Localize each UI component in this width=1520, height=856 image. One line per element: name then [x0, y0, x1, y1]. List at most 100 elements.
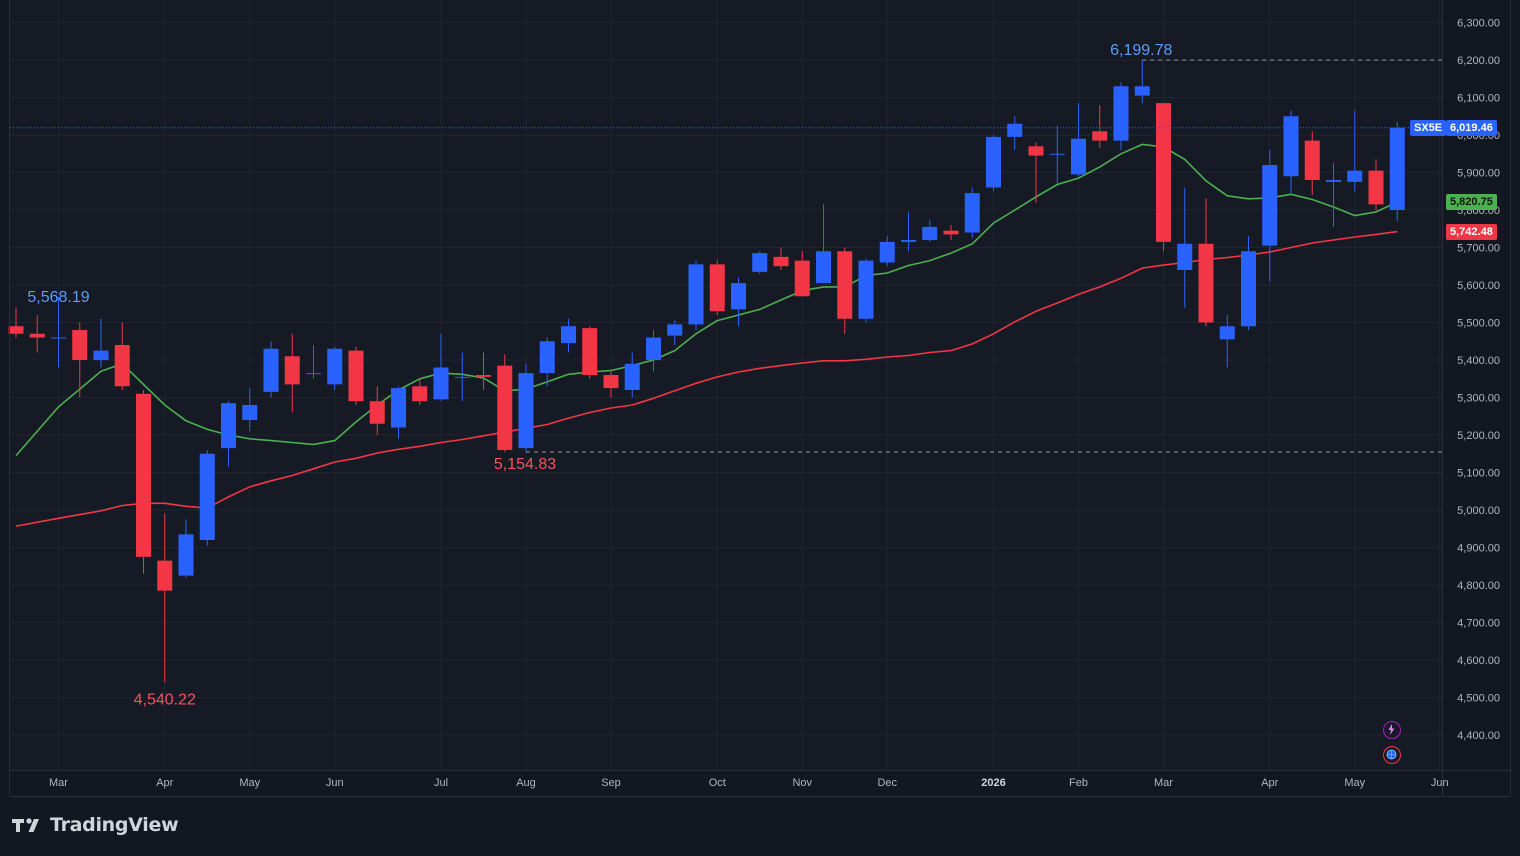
candle-body [624, 363, 640, 390]
candle-body [157, 560, 173, 591]
candle-body [794, 260, 810, 297]
candle [51, 296, 66, 368]
candle [518, 363, 534, 452]
price-axis[interactable]: 4,400.00 4,500.00 4,600.00 4,700.00 4,800.00… [9, 0, 1511, 796]
candle-body [51, 337, 66, 339]
candle [1156, 103, 1171, 252]
low-price-label: 4,540.22 [134, 691, 196, 708]
lightning-icon[interactable] [1383, 721, 1401, 739]
high-price-label: 6,199.78 [1110, 42, 1172, 59]
candle [603, 371, 619, 398]
candle [709, 260, 725, 315]
candle [412, 378, 428, 405]
time-axis[interactable]: Mar Apr May Jun Jul Aug Sep Oct Nov Dec 2026 Feb Mar… [10, 770, 1510, 790]
candle-body [348, 350, 364, 402]
candle [178, 519, 194, 578]
footer-bar [0, 796, 1520, 856]
candle-body [752, 253, 768, 272]
time-tick-label: Apr [1261, 777, 1278, 789]
candle [476, 352, 491, 390]
candle-body [582, 328, 598, 375]
candle [624, 352, 640, 398]
price-tick-label: 5,200.00 [1457, 430, 1500, 442]
candlestick-chart[interactable]: 6,199.78 4,540.22 5,568.19 5,154.83 4,400.0… [0, 0, 1520, 796]
tradingview-brand[interactable]: TradingView [12, 814, 179, 836]
candle [497, 354, 513, 452]
candle-body [1071, 138, 1086, 175]
time-tick-label: Jun [326, 777, 344, 789]
time-tick-label: Jul [434, 777, 448, 789]
candle-body [1219, 326, 1235, 340]
price-annotations: 6,199.78 4,540.22 5,568.19 5,154.83 [27, 42, 1172, 708]
candle [561, 318, 576, 353]
candle [1028, 142, 1044, 203]
candle [1326, 163, 1341, 227]
candle-body [1113, 86, 1129, 141]
candle [667, 320, 683, 345]
candle [858, 258, 874, 323]
symbol-ticker-badge: SX5E [1410, 119, 1447, 136]
candle-body [773, 256, 789, 267]
candle [1049, 125, 1065, 184]
candle-body [731, 283, 746, 310]
candle [72, 322, 88, 398]
candle-body [1134, 86, 1150, 96]
candle [646, 330, 661, 372]
candle-body [667, 324, 683, 336]
chart-plot-area[interactable] [10, 0, 1442, 770]
candle-body [178, 534, 194, 576]
candle-body [412, 386, 428, 402]
candle-body [1283, 116, 1299, 177]
candle-body [284, 356, 300, 385]
candle-body [114, 345, 130, 387]
time-tick-label: Aug [516, 777, 536, 789]
candle [794, 251, 810, 297]
candle [8, 307, 24, 338]
candle [731, 277, 746, 327]
candle [114, 322, 130, 390]
candle [306, 345, 321, 379]
candle-body [561, 326, 576, 344]
price-tick-label: 6,100.00 [1457, 93, 1500, 105]
globe-icon[interactable] [1383, 746, 1401, 764]
candles [8, 60, 1405, 683]
candle-body [1347, 170, 1363, 182]
candle-body [263, 348, 279, 392]
moving-averages [15, 143, 1398, 527]
candle-body [1049, 153, 1065, 155]
candle [221, 401, 236, 467]
candle [1241, 236, 1256, 330]
candle [1071, 103, 1086, 177]
time-tick-label: Apr [156, 777, 173, 789]
prev-high-price-label: 5,568.19 [27, 289, 89, 306]
price-tick-label: 4,600.00 [1457, 655, 1500, 667]
price-tick-label: 6,200.00 [1457, 55, 1500, 67]
candle-body [709, 264, 725, 312]
time-tick-label: May [239, 777, 260, 789]
pivot-low-price-label: 5,154.83 [494, 456, 556, 473]
candle-body [93, 350, 109, 360]
candle [199, 450, 215, 546]
grid-lines [10, 0, 1442, 770]
candle [837, 247, 853, 334]
price-tick-label: 4,800.00 [1457, 580, 1500, 592]
time-tick-label: Sep [601, 777, 621, 789]
candle [157, 513, 173, 683]
price-tick-label: 4,400.00 [1457, 730, 1500, 742]
candle [29, 315, 45, 353]
candle-body [879, 241, 895, 263]
time-tick-label: Jun [1431, 777, 1449, 789]
candle-body [306, 373, 321, 375]
candle [93, 318, 109, 368]
candle [1347, 110, 1363, 192]
candle-body [221, 403, 236, 449]
candle-body [1262, 165, 1278, 246]
candle-body [454, 376, 470, 378]
moving-average-slow-line [15, 230, 1398, 527]
candle [582, 326, 598, 379]
candle-body [986, 136, 1001, 188]
candle [816, 204, 831, 284]
candle [943, 225, 959, 240]
ma-slow-value-badge: 5,742.48 [1446, 223, 1497, 240]
candle [1219, 315, 1235, 368]
